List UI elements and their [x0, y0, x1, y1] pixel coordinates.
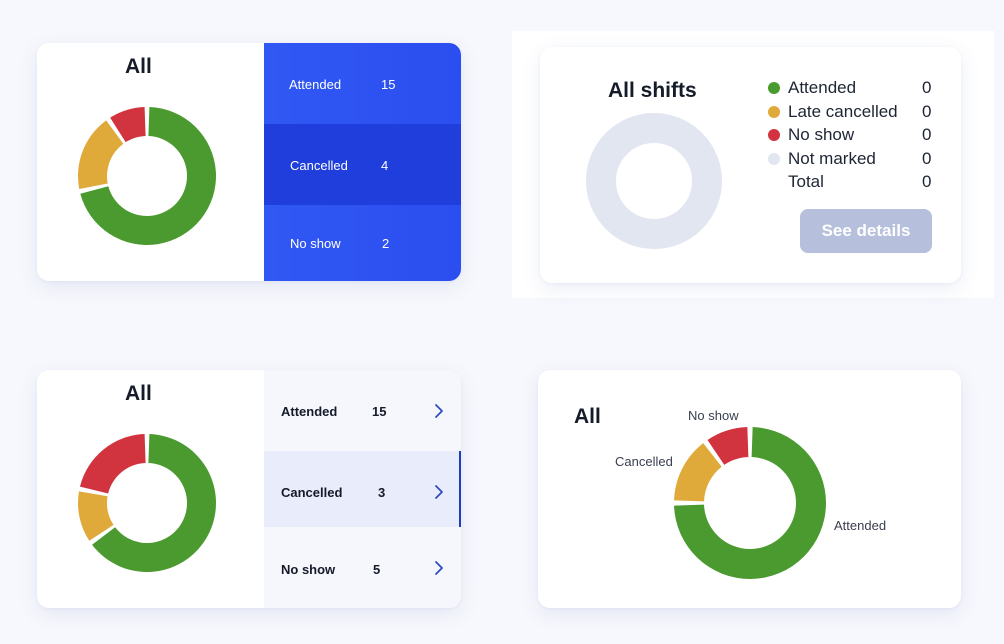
- legend-value: 0: [922, 149, 932, 168]
- card-title: All: [574, 405, 601, 428]
- row-label: No show: [281, 562, 336, 577]
- donut-segment-attended[interactable]: [80, 107, 217, 245]
- chevron-right-icon[interactable]: [434, 560, 444, 576]
- legend-value: 0: [922, 102, 932, 121]
- shifts-donut-chart: [586, 113, 722, 249]
- attendance-donut-chart: [77, 434, 216, 572]
- callout-no-show: No show: [688, 408, 739, 423]
- attendance-donut-chart: [674, 427, 826, 579]
- donut-segment-attended[interactable]: [92, 434, 216, 572]
- callout-attended: Attended: [834, 518, 887, 533]
- legend-label: Attended: [788, 78, 857, 97]
- legend-label: Total: [788, 172, 824, 191]
- legend-dot: [768, 129, 780, 141]
- row-value: 2: [382, 236, 390, 251]
- row-label: Attended: [281, 404, 338, 419]
- donut-segment-no-show[interactable]: [79, 434, 146, 494]
- legend-dot: [768, 153, 780, 165]
- legend-dot: [768, 82, 780, 94]
- row-value: 15: [372, 404, 387, 419]
- row-label: Attended: [289, 77, 342, 92]
- row-value: 15: [381, 77, 396, 92]
- legend-value: 0: [922, 125, 932, 144]
- donut-segment-cancelled[interactable]: [77, 491, 114, 541]
- donut-segment-cancelled[interactable]: [78, 120, 124, 189]
- legend-value: 0: [922, 78, 932, 97]
- chevron-right-icon[interactable]: [434, 484, 444, 500]
- row-label: Cancelled: [290, 158, 348, 173]
- row-attended[interactable]: Attended 15: [264, 370, 460, 451]
- legend-dot: [768, 106, 780, 118]
- legend-label: Not marked: [788, 149, 876, 168]
- card-title: All: [125, 382, 152, 405]
- row-value: 5: [373, 562, 381, 577]
- summary-list: Attended 15 Cancelled 3 No show 5: [264, 370, 461, 608]
- attendance-card-callouts: All No show Cancelled Attended: [538, 370, 961, 608]
- donut-segment-no-show[interactable]: [110, 107, 146, 143]
- attendance-donut-chart: [78, 107, 217, 245]
- donut-empty-ring: [586, 113, 722, 249]
- donut-segment-no-show[interactable]: [707, 427, 749, 465]
- row-cancelled[interactable]: Cancelled 3: [264, 451, 460, 527]
- card-title: All: [125, 55, 152, 78]
- donut-segment-cancelled[interactable]: [674, 443, 722, 502]
- row-attended[interactable]: Attended 15: [264, 43, 461, 124]
- chart-area: All: [37, 43, 264, 281]
- attendance-card-list: All Attended 15 Cancelled 3 No show 5: [37, 370, 461, 608]
- selected-indicator: [459, 451, 461, 527]
- row-label: No show: [290, 236, 341, 251]
- attendance-card-blue: All Attended 15 Cancelled 4 No show 2: [37, 43, 461, 281]
- legend-label: Late cancelled: [788, 102, 898, 121]
- summary-panel: Attended 15 Cancelled 4 No show 2: [264, 43, 461, 281]
- row-cancelled[interactable]: Cancelled 4: [264, 124, 461, 205]
- legend-label: No show: [788, 125, 855, 144]
- donut-segment-attended[interactable]: [674, 427, 826, 579]
- row-no-show[interactable]: No show 5: [264, 527, 460, 608]
- callout-cancelled: Cancelled: [615, 454, 673, 469]
- chevron-right-icon[interactable]: [434, 403, 444, 419]
- row-no-show[interactable]: No show 2: [264, 205, 461, 281]
- all-shifts-card: All shifts Attended 0 Late cancelled 0 N…: [540, 47, 961, 283]
- row-value: 3: [378, 485, 386, 500]
- card-title: All shifts: [608, 79, 697, 102]
- row-value: 4: [381, 158, 389, 173]
- row-label: Cancelled: [281, 485, 343, 500]
- legend-value: 0: [922, 172, 932, 191]
- see-details-button[interactable]: See details: [800, 209, 932, 253]
